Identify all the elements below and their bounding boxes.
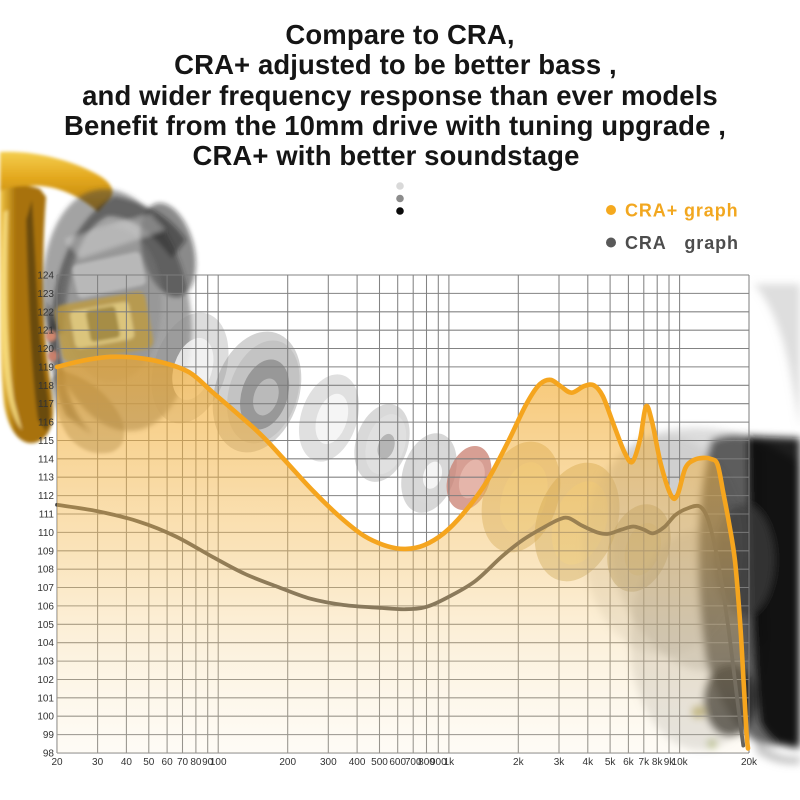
svg-text:CRA+ graph: CRA+ graph [625, 201, 739, 221]
svg-text:99: 99 [43, 730, 55, 741]
svg-text:119: 119 [38, 362, 54, 373]
svg-text:101: 101 [37, 693, 54, 704]
svg-text:5k: 5k [605, 757, 617, 768]
svg-text:200: 200 [279, 757, 296, 768]
svg-text:110: 110 [38, 528, 54, 539]
svg-text:102: 102 [37, 675, 54, 686]
svg-text:105: 105 [37, 620, 54, 631]
svg-text:98: 98 [43, 749, 55, 760]
svg-text:70: 70 [177, 757, 189, 768]
svg-text:112: 112 [38, 491, 54, 502]
svg-text:500: 500 [371, 757, 388, 768]
svg-text:6k: 6k [623, 757, 635, 768]
svg-text:400: 400 [349, 757, 366, 768]
svg-text:114: 114 [38, 454, 54, 465]
svg-text:111: 111 [39, 510, 55, 521]
svg-text:300: 300 [320, 757, 337, 768]
svg-text:20k: 20k [741, 757, 758, 768]
svg-text:3k: 3k [554, 757, 566, 768]
svg-text:800: 800 [418, 757, 435, 768]
svg-text:9k: 9k [664, 757, 676, 768]
svg-text:104: 104 [37, 638, 54, 649]
svg-text:103: 103 [37, 657, 54, 668]
svg-text:4k: 4k [583, 757, 595, 768]
svg-text:2k: 2k [513, 757, 525, 768]
svg-text:115: 115 [38, 436, 54, 447]
svg-text:20: 20 [51, 757, 63, 768]
svg-text:107: 107 [37, 583, 54, 594]
svg-text:CRA graph: CRA graph [625, 233, 739, 253]
svg-text:106: 106 [37, 601, 54, 612]
svg-text:50: 50 [143, 757, 155, 768]
svg-text:122: 122 [37, 307, 54, 318]
svg-text:40: 40 [121, 757, 133, 768]
svg-text:90: 90 [202, 757, 214, 768]
svg-text:118: 118 [38, 381, 54, 392]
svg-text:60: 60 [162, 757, 174, 768]
svg-text:117: 117 [38, 399, 54, 410]
svg-text:109: 109 [37, 546, 54, 557]
svg-text:7k: 7k [639, 757, 651, 768]
svg-text:8k: 8k [652, 757, 664, 768]
svg-text:120: 120 [37, 344, 54, 355]
svg-text:116: 116 [38, 418, 54, 429]
svg-text:700: 700 [405, 757, 422, 768]
svg-text:124: 124 [37, 271, 54, 282]
svg-text:100: 100 [37, 712, 54, 723]
svg-text:1k: 1k [444, 757, 456, 768]
svg-text:30: 30 [92, 757, 104, 768]
svg-text:108: 108 [37, 565, 54, 576]
svg-text:100: 100 [210, 757, 227, 768]
svg-text:113: 113 [38, 473, 54, 484]
svg-text:80: 80 [190, 757, 202, 768]
svg-text:600: 600 [389, 757, 406, 768]
svg-text:10k: 10k [672, 757, 689, 768]
svg-text:121: 121 [37, 326, 54, 337]
svg-text:900: 900 [430, 757, 447, 768]
svg-text:123: 123 [37, 289, 54, 300]
